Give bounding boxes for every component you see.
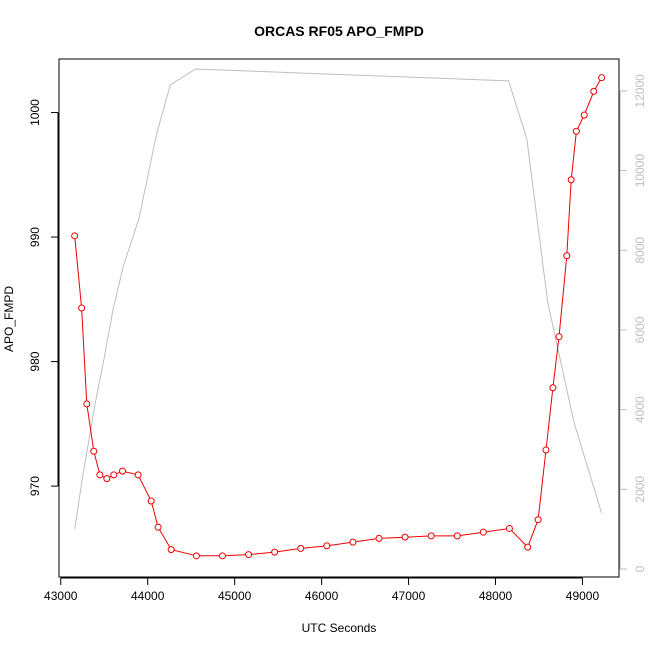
data-point [534,516,542,524]
data-point [154,523,162,531]
data-point [297,544,305,552]
data-point [542,446,550,454]
x-tick-label: 48000 [479,589,513,603]
data-point [78,304,86,312]
data-point [218,552,226,560]
y2-tick-label: 4000 [633,396,647,423]
data-point [83,400,91,408]
data-point [375,534,383,542]
data-point [401,533,409,541]
data-point [271,548,279,556]
x-axis-label: UTC Seconds [302,621,377,635]
data-point [110,471,118,479]
y-axis: 970 980 990 1000 [28,99,59,496]
data-point [590,87,598,95]
x-tick-label: 47000 [392,589,426,603]
data-point [505,524,513,532]
data-point [96,471,104,479]
x-tick-label: 45000 [218,589,252,603]
y2-tick-label: 10000 [633,154,647,188]
data-point [427,532,435,540]
data-point [90,447,98,455]
data-point [580,111,588,119]
y2-axis: 0 2000 4000 6000 8000 10000 12000 [619,74,647,572]
data-point [118,467,126,475]
data-point [549,384,557,392]
data-point [147,497,155,505]
y-tick-label: 970 [28,476,42,496]
y2-tick-label: 2000 [633,476,647,503]
y2-tick-label: 12000 [633,74,647,108]
data-point [598,74,606,82]
x-tick-label: 43000 [44,589,78,603]
x-tick-label: 46000 [305,589,339,603]
data-point [103,475,111,483]
plot-frame [58,58,620,578]
data-point [563,252,571,260]
y-axis-label: APO_FMPD [2,286,16,352]
chart-title: ORCAS RF05 APO_FMPD [254,23,424,39]
data-point [245,551,253,559]
data-point [167,546,175,554]
y2-tick-label: 6000 [633,316,647,343]
data-point [572,127,580,135]
data-point [524,543,532,551]
y-tick-label: 1000 [28,99,42,126]
data-point [134,471,142,479]
data-point [349,538,357,546]
altitude-series-line [74,68,603,530]
y2-tick-label: 0 [633,565,647,572]
data-point [323,542,331,550]
y2-tick-label: 8000 [633,237,647,264]
data-point [71,232,79,240]
x-tick-label: 44000 [131,589,165,603]
data-point [567,176,575,184]
y-tick-label: 990 [28,227,42,247]
data-point [192,552,200,560]
y-tick-label: 980 [28,351,42,371]
data-point [555,333,563,341]
series-layer [71,68,606,560]
x-axis: 43000 44000 45000 46000 47000 48000 49000 [44,577,600,603]
data-point [453,532,461,540]
x-tick-label: 49000 [566,589,600,603]
data-point [479,528,487,536]
